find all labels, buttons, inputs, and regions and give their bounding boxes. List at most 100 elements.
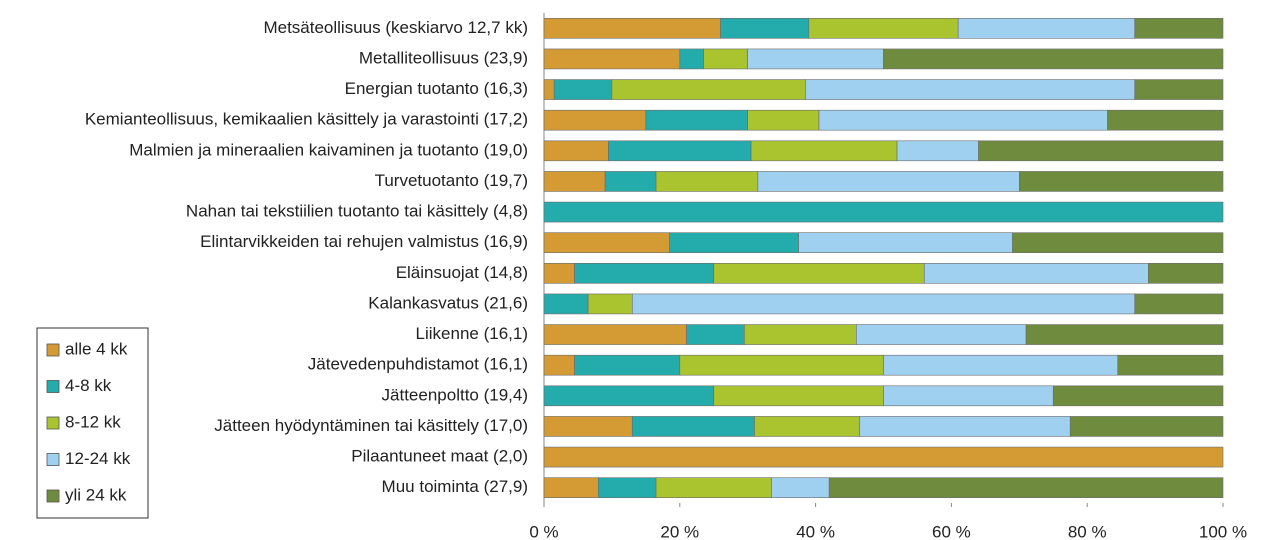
bar-segment <box>543 109 647 131</box>
x-tick-label: 20 % <box>660 522 699 540</box>
legend-swatch <box>46 380 60 393</box>
bar-segment <box>543 201 1224 223</box>
bar-segment <box>747 48 884 70</box>
x-tick-label: 40 % <box>796 522 835 540</box>
legend-label: yli 24 kk <box>65 485 127 504</box>
legend-swatch <box>46 416 60 430</box>
bar-segment <box>574 263 715 284</box>
bar-segment <box>883 48 1224 70</box>
bar-segment <box>713 263 925 284</box>
legend-box <box>36 327 149 519</box>
bar-segment <box>543 171 606 192</box>
x-tick-label: 60 % <box>932 522 971 540</box>
legend-label: alle 4 kk <box>65 339 128 358</box>
y-tick-label: Kalankasvatus (21,6) <box>368 293 528 312</box>
y-tick-label: Jätteen hyödyntäminen tai käsittely (17,… <box>214 416 528 435</box>
y-tick-label: Muu toiminta (27,9) <box>382 477 528 496</box>
bar-segment <box>1069 416 1224 437</box>
bar-segment <box>1018 171 1224 192</box>
legend-label: 8-12 kk <box>65 412 121 431</box>
bar-segment <box>1107 109 1224 131</box>
bar-segment <box>771 477 830 498</box>
y-tick-label: Elintarvikkeiden tai rehujen valmistus (… <box>200 232 528 251</box>
bar-segment <box>808 18 959 39</box>
bar-segment <box>1052 385 1224 407</box>
bar-segment <box>805 79 1136 100</box>
bar-segment <box>1134 79 1224 100</box>
bar-segment <box>1025 324 1224 345</box>
bar-segment <box>713 385 884 407</box>
bar-segment <box>574 354 681 376</box>
bar-segment <box>750 140 898 162</box>
bar-segment <box>608 140 752 162</box>
bar-segment <box>543 385 715 407</box>
legend-swatch <box>46 453 60 466</box>
bar-segment <box>543 354 575 376</box>
bar-segment <box>611 79 806 100</box>
bar-segment <box>1117 354 1224 376</box>
bar-segment <box>669 232 799 253</box>
bar-segment <box>856 324 1027 345</box>
y-tick-label: Metsäteollisuus (keskiarvo 12,7 kk) <box>263 18 528 37</box>
bar-segment <box>686 324 745 345</box>
bar-segment <box>747 109 820 131</box>
bar-segment <box>957 18 1136 39</box>
bar-segment <box>1134 18 1224 39</box>
bar-segment <box>679 48 704 70</box>
bar-segment <box>655 171 759 192</box>
bar-segment <box>923 263 1149 284</box>
bar-segment <box>543 416 633 437</box>
bar-segment <box>543 140 609 162</box>
y-tick-label: Pilaantuneet maat (2,0) <box>351 447 528 466</box>
bar-segment <box>896 140 979 162</box>
bar-segment <box>720 18 810 39</box>
x-tick-label: 80 % <box>1068 522 1107 540</box>
bar-segment <box>883 385 1054 407</box>
bar-segment <box>543 79 555 100</box>
bar-segment <box>543 324 687 345</box>
y-tick-label: Malmien ja mineraalien kaivaminen ja tuo… <box>129 140 528 159</box>
y-tick-label: Energian tuotanto (16,3) <box>345 79 528 98</box>
bar-segment <box>744 324 857 345</box>
bar-segment <box>543 446 1224 468</box>
bar-segment <box>543 293 589 315</box>
bar-segment <box>818 109 1108 131</box>
legend-label: 4-8 kk <box>65 376 112 395</box>
legend-label: 12-24 kk <box>65 449 131 468</box>
y-tick-label: Eläinsuojat (14,8) <box>396 263 528 282</box>
y-tick-label: Jätevedenpuhdistamot (16,1) <box>308 355 528 374</box>
y-tick-label: Kemianteollisuus, kemikaalien käsittely … <box>85 110 528 129</box>
bar-segment <box>798 232 1013 253</box>
bar-segment <box>543 263 575 284</box>
legend-swatch <box>46 343 60 357</box>
bar-segment <box>828 477 1224 498</box>
bar-segment <box>1012 232 1224 253</box>
bar-segment <box>703 48 749 70</box>
y-tick-label: Liikenne (16,1) <box>416 324 528 343</box>
x-tick-label: 100 % <box>1199 522 1247 540</box>
y-tick-label: Nahan tai tekstiilien tuotanto tai käsit… <box>186 202 528 221</box>
y-tick-label: Metalliteollisuus (23,9) <box>359 48 528 67</box>
bar-segment <box>543 232 670 253</box>
bar-segment <box>598 477 657 498</box>
bar-segment <box>1148 263 1224 284</box>
bar-segment <box>883 354 1119 376</box>
bar-segment <box>655 477 772 498</box>
legend-swatch <box>46 489 60 503</box>
bar-segment <box>757 171 1020 192</box>
bar-segment <box>631 416 755 437</box>
bar-segment <box>543 48 681 70</box>
bar-segment <box>645 109 748 131</box>
bar-segment <box>1134 293 1224 315</box>
bar-segment <box>553 79 613 100</box>
bar-segment <box>754 416 861 437</box>
bar-segment <box>859 416 1071 437</box>
y-tick-label: Jätteenpoltto (19,4) <box>382 385 528 404</box>
bar-segment <box>543 18 721 39</box>
bar-segment <box>587 293 633 315</box>
y-tick-label: Turvetuotanto (19,7) <box>375 171 528 190</box>
bar-segment <box>679 354 884 376</box>
bar-segment <box>631 293 1136 315</box>
bar-segment <box>978 140 1224 162</box>
